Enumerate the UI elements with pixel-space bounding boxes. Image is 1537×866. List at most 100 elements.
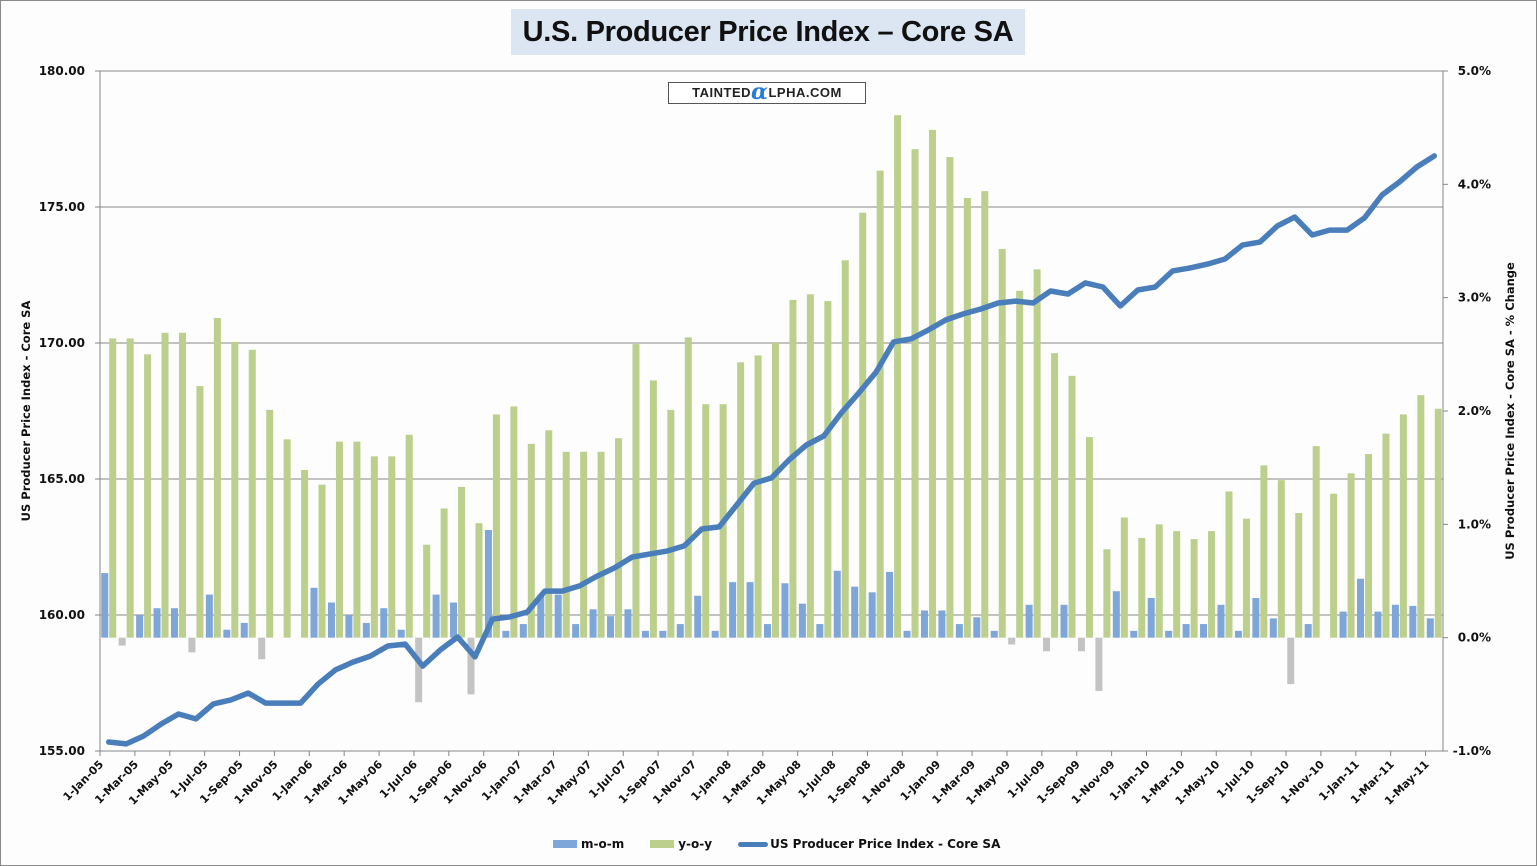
yoy-bar <box>161 332 169 638</box>
mom-bar <box>1234 630 1242 638</box>
right-axis-label: US Producer Price Index - Core SA - % Ch… <box>1503 262 1517 560</box>
mom-bar <box>1147 598 1155 638</box>
yoy-bar <box>1277 480 1285 638</box>
yoy-bar <box>510 406 518 638</box>
legend-item-yoy: y-o-y <box>650 837 712 851</box>
mom-bar <box>955 624 963 638</box>
mom-bar <box>781 583 789 638</box>
legend-label-mom: m-o-m <box>581 837 625 851</box>
mom-bar <box>327 602 335 638</box>
mom-bar <box>973 617 981 638</box>
yoy-bar <box>1330 493 1338 638</box>
mom-bars <box>101 530 1434 703</box>
yoy-bar <box>1399 414 1407 638</box>
mom-bar <box>746 582 754 638</box>
mom-bar <box>432 594 440 638</box>
mom-bar <box>1008 637 1016 645</box>
yoy-swatch-icon <box>650 840 675 848</box>
mom-swatch-icon <box>553 840 577 848</box>
mom-bar <box>118 637 126 646</box>
mom-bar <box>1217 604 1225 638</box>
yoy-bar <box>859 212 867 638</box>
mom-bar <box>851 586 859 638</box>
right-tick-label: 3.0% <box>1458 291 1491 305</box>
yoy-bar <box>981 191 989 638</box>
mom-bar <box>659 630 667 638</box>
mom-bar <box>1409 605 1417 638</box>
mom-bar <box>415 637 423 703</box>
mom-bar <box>1357 578 1365 638</box>
yoy-bar <box>545 430 553 638</box>
yoy-bar <box>527 443 535 638</box>
mom-bar <box>484 530 492 638</box>
mom-bar <box>258 637 266 660</box>
mom-bar <box>1060 604 1068 638</box>
logo-text-right: LPHA.COM <box>768 85 842 100</box>
yoy-bar <box>1242 518 1250 638</box>
yoy-bar <box>806 294 814 638</box>
right-tick-label: 2.0% <box>1458 404 1491 418</box>
yoy-bar <box>248 349 256 638</box>
mom-bar <box>467 637 475 695</box>
yoy-bar <box>405 434 413 638</box>
mom-bar <box>1025 604 1033 638</box>
mom-bar <box>450 602 458 638</box>
mom-bar <box>624 609 632 638</box>
yoy-bar <box>876 170 884 638</box>
ppi-line-group <box>105 153 1438 747</box>
mom-bar <box>833 570 841 638</box>
tainted-alpha-logo: TAINTEDαLPHA.COM <box>668 81 866 104</box>
yoy-bar <box>667 409 675 638</box>
mom-bar <box>886 571 894 638</box>
mom-bar <box>380 608 388 638</box>
yoy-bar <box>772 343 779 638</box>
yoy-bar <box>1103 549 1111 638</box>
mom-bar <box>990 630 998 638</box>
mom-bar <box>502 630 510 638</box>
yoy-bar <box>1312 446 1320 638</box>
mom-bar <box>153 608 161 638</box>
left-tick-label: 170.00 <box>39 336 85 350</box>
mom-bar <box>362 622 370 638</box>
yoy-bar <box>1417 395 1425 638</box>
yoy-bar <box>1347 473 1355 638</box>
yoy-bar <box>388 456 396 638</box>
yoy-bar <box>318 484 326 638</box>
right-tick-label: 1.0% <box>1458 517 1491 531</box>
mom-bar <box>1077 637 1085 652</box>
yoy-bar <box>475 523 483 638</box>
mom-bar <box>1269 618 1277 638</box>
mom-bar <box>1182 624 1190 638</box>
yoy-bar <box>1260 465 1268 638</box>
chart-title: U.S. Producer Price Index – Core SA <box>511 9 1025 55</box>
yoy-bar <box>754 355 762 638</box>
yoy-bar <box>283 439 291 638</box>
ppi-line <box>105 153 1438 747</box>
mom-bar <box>223 629 231 638</box>
yoy-bar <box>894 115 902 638</box>
mom-bar <box>240 622 248 638</box>
yoy-bar <box>580 451 588 638</box>
left-tick-label: 180.00 <box>39 64 85 78</box>
yoy-bar <box>1120 517 1128 638</box>
yoy-bar <box>335 441 343 638</box>
yoy-bar <box>1434 408 1442 638</box>
mom-bar <box>519 624 527 638</box>
yoy-bar <box>632 344 640 638</box>
yoy-bar <box>946 157 954 638</box>
yoy-bar <box>1295 513 1303 638</box>
yoy-bar <box>440 508 448 638</box>
right-tick-label: -1.0% <box>1453 744 1491 758</box>
mom-bar <box>1287 637 1295 685</box>
yoy-bar <box>266 409 274 638</box>
mom-bar <box>310 587 318 638</box>
axes <box>99 71 1444 752</box>
yoy-bar <box>1365 454 1373 638</box>
yoy-bar <box>824 301 832 638</box>
x-ticks: 1-Jan-051-Mar-051-May-051-Jul-051-Sep-05… <box>61 751 1432 808</box>
right-y-ticks: 5.0% 4.0% 3.0% 2.0% 1.0% 0.0% -1.0% <box>1443 64 1491 758</box>
yoy-bar <box>370 456 378 638</box>
legend-label-yoy: y-o-y <box>678 837 713 851</box>
